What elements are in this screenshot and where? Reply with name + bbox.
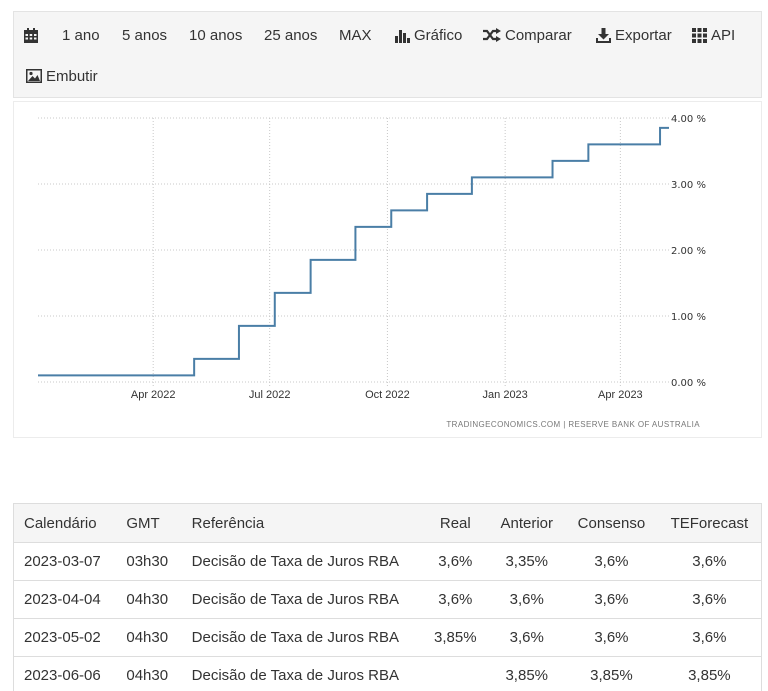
cell-consensus: 3,85% <box>565 656 658 691</box>
table-row: 2023-03-07 03h30 Decisão de Taxa de Juro… <box>13 542 762 581</box>
col-calendar: Calendário <box>13 503 117 543</box>
cell-time: 03h30 <box>116 542 182 581</box>
cell-previous: 3,85% <box>488 656 566 691</box>
x-tick-label: Oct 2022 <box>365 389 410 401</box>
range-5-years-button[interactable]: 5 anos <box>122 23 167 47</box>
cell-date: 2023-04-04 <box>13 580 117 619</box>
y-tick-label: 2.00 % <box>671 246 706 257</box>
cell-teforecast: 3,6% <box>657 580 762 619</box>
range-10-years-button[interactable]: 10 anos <box>189 23 242 47</box>
col-actual: Real <box>422 503 489 543</box>
table-row: 2023-06-06 04h30 Decisão de Taxa de Juro… <box>13 656 762 691</box>
cell-event-link[interactable]: Decisão de Taxa de Juros RBA <box>181 618 423 657</box>
y-tick-label: 3.00 % <box>671 180 706 191</box>
embed-label: Embutir <box>46 67 98 85</box>
range-5-years-label: 5 anos <box>122 26 168 44</box>
cell-time: 04h30 <box>116 656 182 691</box>
calendar-table: Calendário GMT Referência Real Anterior … <box>13 503 762 691</box>
rate-series-line <box>38 126 669 377</box>
col-teforecast: TEForecast <box>657 503 762 543</box>
interest-rate-chart: 0.00 % 1.00 % 2.00 % 3.00 % 4.00 % Apr 2022 Ju… <box>38 114 706 429</box>
cell-previous: 3,35% <box>488 542 566 581</box>
source-attribution: TRADINGECONOMICS.COM | RESERVE BANK OF A… <box>446 420 700 429</box>
col-gmt: GMT <box>116 503 182 543</box>
x-tick-label: Apr 2023 <box>598 389 643 401</box>
range-1-year-label: 1 ano <box>62 26 100 44</box>
export-button[interactable]: Exportar <box>596 23 672 47</box>
chart-type-button[interactable]: Gráfico <box>395 23 462 47</box>
compare-button[interactable]: Comparar <box>483 23 572 47</box>
range-1-year-button[interactable]: 1 ano <box>62 23 100 47</box>
shuffle-icon <box>483 28 501 42</box>
range-25-years-label: 25 anos <box>264 26 318 44</box>
export-label: Exportar <box>615 26 672 44</box>
cell-previous: 3,6% <box>488 580 566 619</box>
image-icon <box>26 69 42 83</box>
y-tick-label: 1.00 % <box>671 312 706 323</box>
cell-time: 04h30 <box>116 618 182 657</box>
col-consensus: Consenso <box>565 503 658 543</box>
calendar-header-row: Calendário GMT Referência Real Anterior … <box>13 503 762 543</box>
chart-panel: 0.00 % 1.00 % 2.00 % 3.00 % 4.00 % Apr 2022 Ju… <box>13 101 762 438</box>
toolbar: 1 ano 5 anos 10 anos 25 anos MAX Gráfico… <box>13 11 762 98</box>
table-row: 2023-05-02 04h30 Decisão de Taxa de Juro… <box>13 618 762 657</box>
cell-actual <box>422 656 489 691</box>
cell-time: 04h30 <box>116 580 182 619</box>
cell-consensus: 3,6% <box>565 618 658 657</box>
cell-actual: 3,6% <box>422 542 489 581</box>
cell-event-link[interactable]: Decisão de Taxa de Juros RBA <box>181 542 423 581</box>
chart-type-label: Gráfico <box>414 26 463 44</box>
cell-date: 2023-03-07 <box>13 542 117 581</box>
cell-date: 2023-06-06 <box>13 656 117 691</box>
cell-teforecast: 3,6% <box>657 542 762 581</box>
y-tick-label: 4.00 % <box>671 114 706 125</box>
cell-teforecast: 3,6% <box>657 618 762 657</box>
download-icon <box>596 27 611 43</box>
range-max-label: MAX <box>339 26 372 44</box>
table-row: 2023-04-04 04h30 Decisão de Taxa de Juro… <box>13 580 762 619</box>
y-tick-label: 0.00 % <box>671 378 706 389</box>
api-button[interactable]: API <box>692 23 735 47</box>
bar-chart-icon <box>395 29 410 43</box>
grid-icon <box>692 27 707 43</box>
range-25-years-button[interactable]: 25 anos <box>264 23 317 47</box>
col-previous: Anterior <box>488 503 566 543</box>
embed-button[interactable]: Embutir <box>26 64 98 88</box>
cell-consensus: 3,6% <box>565 580 658 619</box>
calendar-icon <box>24 27 38 43</box>
cell-date: 2023-05-02 <box>13 618 117 657</box>
cell-previous: 3,6% <box>488 618 566 657</box>
range-10-years-label: 10 anos <box>189 26 243 44</box>
col-reference: Referência <box>181 503 423 543</box>
cell-teforecast: 3,85% <box>657 656 762 691</box>
range-max-button[interactable]: MAX <box>339 23 372 47</box>
cell-actual: 3,6% <box>422 580 489 619</box>
cell-event-link[interactable]: Decisão de Taxa de Juros RBA <box>181 656 423 691</box>
x-tick-label: Apr 2022 <box>131 389 176 401</box>
api-label: API <box>711 26 736 44</box>
cell-actual: 3,85% <box>422 618 489 657</box>
x-tick-label: Jan 2023 <box>483 389 528 401</box>
cell-event-link[interactable]: Decisão de Taxa de Juros RBA <box>181 580 423 619</box>
cell-consensus: 3,6% <box>565 542 658 581</box>
x-tick-label: Jul 2022 <box>249 389 291 401</box>
calendar-button[interactable] <box>24 23 42 47</box>
compare-label: Comparar <box>505 26 572 44</box>
